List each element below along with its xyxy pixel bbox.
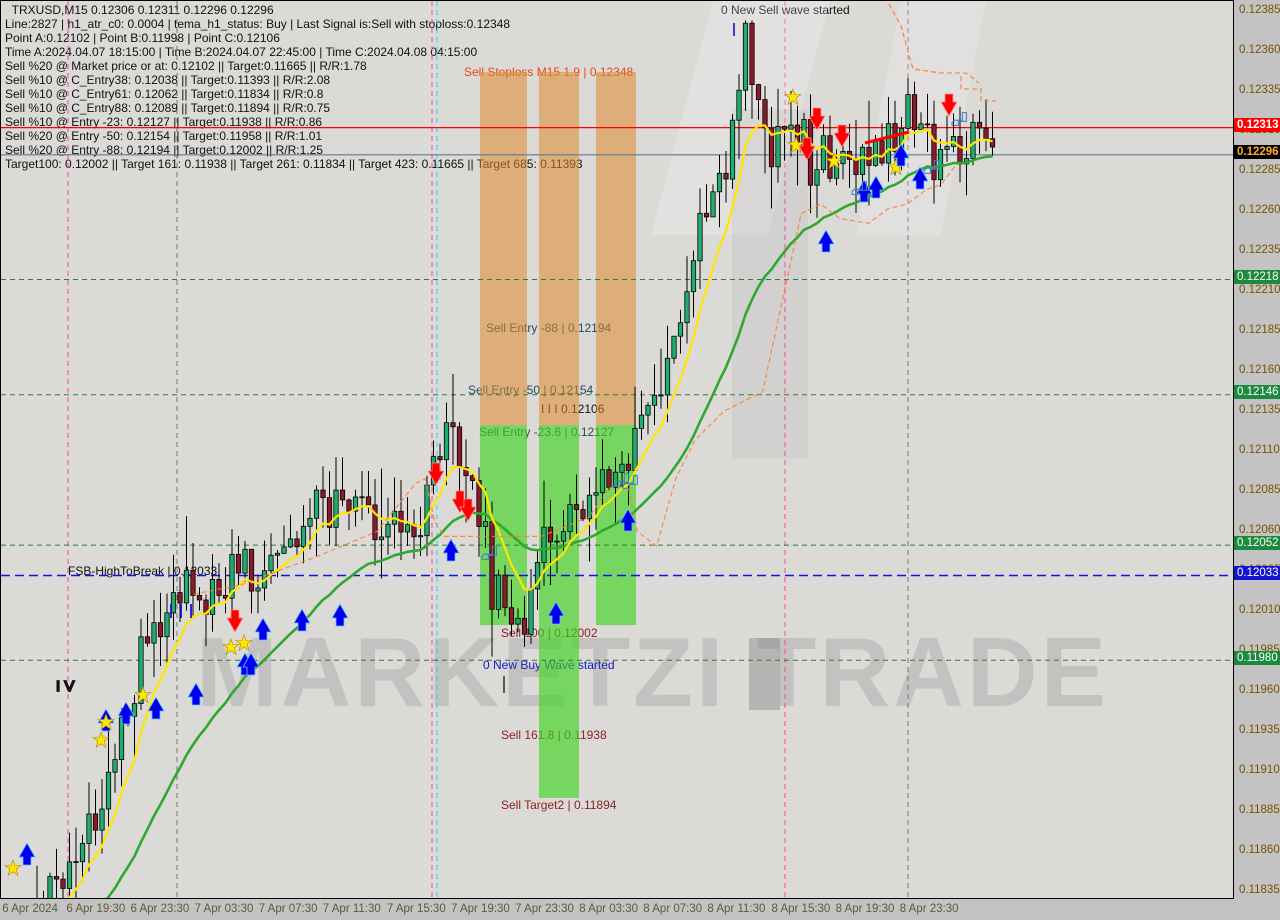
svg-text:MARKETZI TRADE: MARKETZI TRADE bbox=[196, 617, 1109, 727]
svg-text:I V: I V bbox=[56, 678, 74, 695]
